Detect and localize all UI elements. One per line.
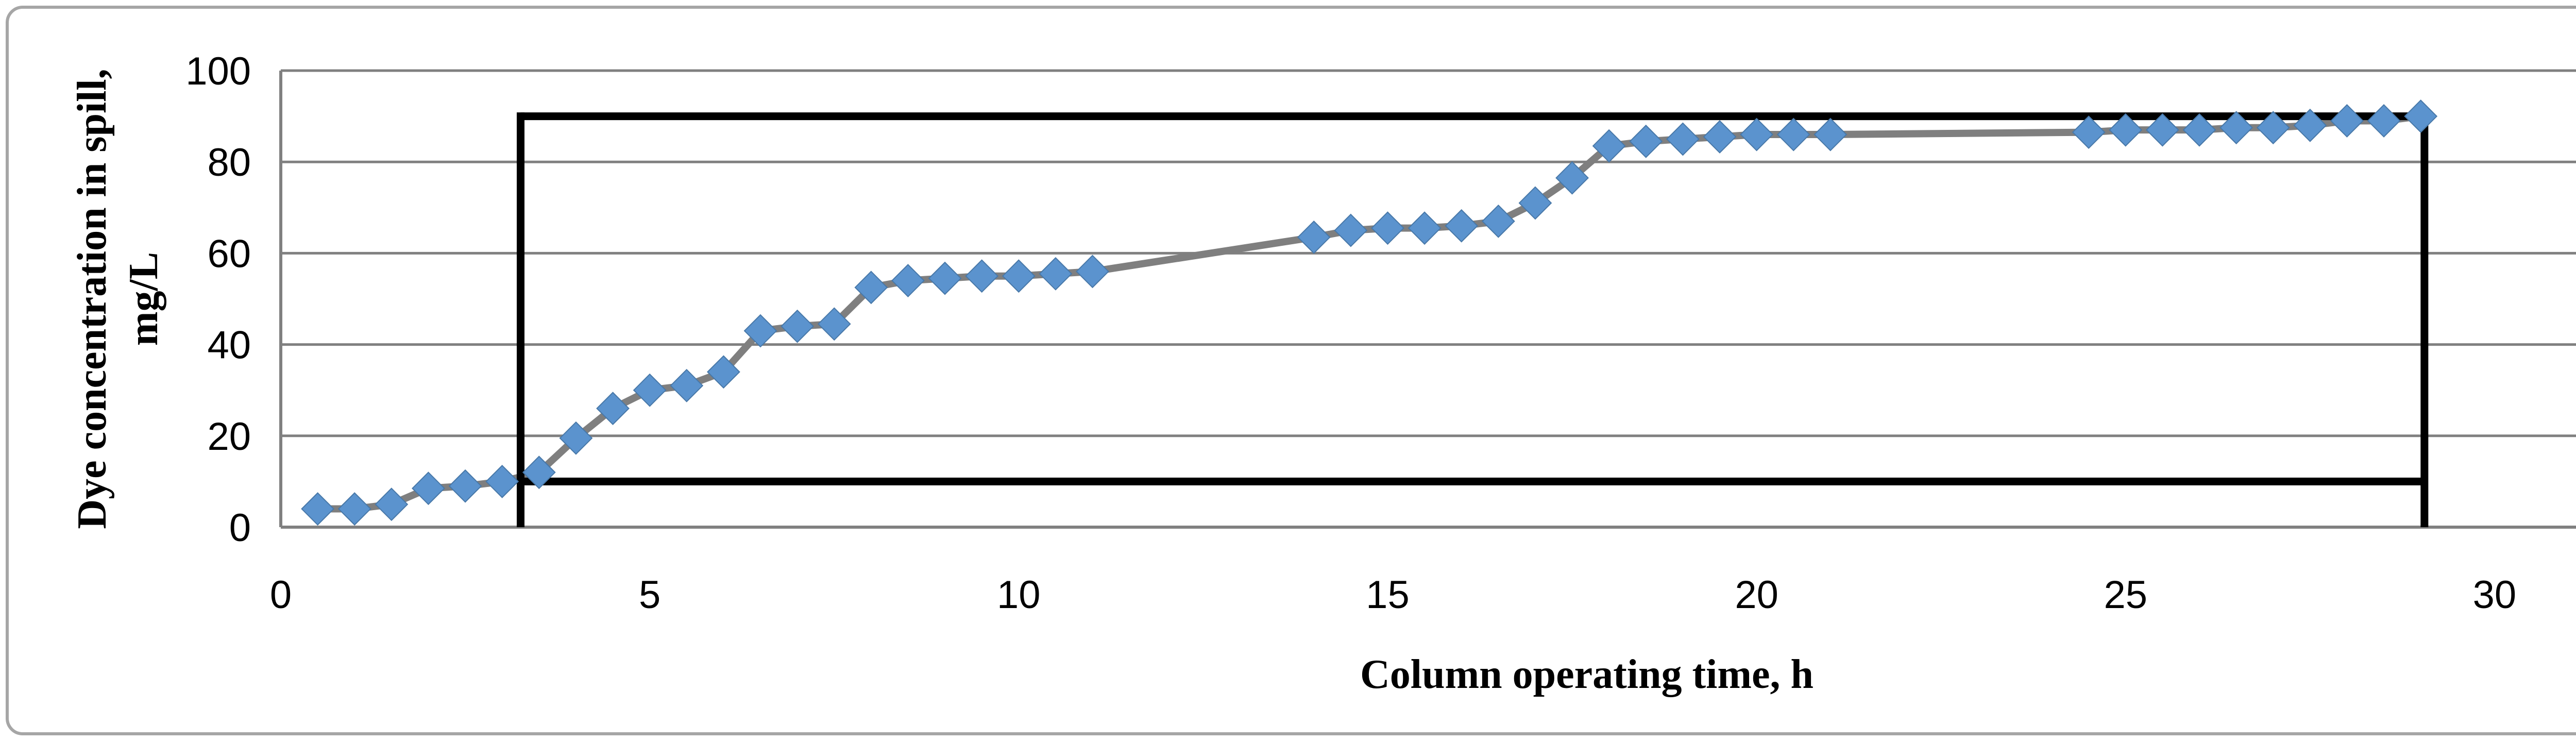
y-tick-label-40: 40 (207, 324, 251, 367)
data-point-marker (1629, 124, 1663, 158)
data-point-marker (2293, 108, 2327, 142)
data-point-marker (2330, 104, 2364, 138)
data-point-marker (1481, 204, 1515, 238)
x-tick-label-10: 10 (997, 573, 1041, 617)
data-point-marker (1445, 209, 1479, 243)
y-tick-label-0: 0 (229, 506, 251, 550)
data-point-marker (1408, 211, 1442, 245)
data-point-marker (1371, 211, 1404, 245)
y-tick-label-80: 80 (207, 141, 251, 184)
data-point-marker (485, 464, 519, 498)
data-point-marker (817, 307, 851, 341)
y-tick-label-100: 100 (185, 49, 251, 93)
data-point-marker (928, 261, 962, 295)
data-point-marker (1740, 117, 1774, 151)
x-tick-label-20: 20 (1735, 573, 1778, 617)
y-tick-label-20: 20 (207, 415, 251, 459)
data-point-marker (854, 271, 888, 305)
data-point-marker (522, 456, 556, 490)
annotation-rectangle (516, 112, 2429, 527)
chart-border (6, 6, 2576, 735)
data-point-marker (448, 469, 482, 503)
y-axis-title-line1: Dye concentration in spill, (70, 69, 115, 529)
data-point-marker (1776, 117, 1810, 151)
data-point-marker (1297, 220, 1331, 254)
data-point-marker (375, 487, 409, 521)
data-point-marker (743, 314, 777, 348)
data-point-marker (1592, 129, 1626, 163)
data-point-marker (1666, 122, 1700, 156)
data-point-marker (633, 373, 667, 407)
data-point-marker (1518, 186, 1552, 220)
data-point-marker (781, 309, 815, 343)
data-point-marker (2109, 113, 2143, 147)
data-point-marker (2182, 113, 2216, 147)
data-point-marker (412, 471, 445, 506)
data-point-marker (2404, 99, 2438, 133)
data-point-marker (1076, 255, 1109, 289)
data-point-marker (1814, 117, 1848, 151)
data-point-marker (2072, 115, 2106, 149)
x-tick-label-30: 30 (2473, 573, 2517, 617)
x-tick-label-25: 25 (2104, 573, 2147, 617)
data-point-marker (1703, 120, 1737, 154)
data-point-marker (301, 492, 335, 526)
data-point-marker (670, 368, 704, 402)
data-point-marker (2145, 113, 2179, 147)
x-axis-title: Column operating time, h (1360, 652, 1814, 697)
data-point-marker (965, 259, 999, 293)
x-tick-label-0: 0 (270, 573, 292, 617)
data-point-marker (1334, 213, 1368, 247)
data-point-marker (2219, 111, 2253, 145)
data-point-marker (2367, 104, 2401, 138)
axes-group (279, 71, 2576, 529)
y-axis-tick-labels: 0 20 40 60 80 100 (185, 49, 251, 550)
x-axis-tick-labels: 05101520253035 (270, 573, 2517, 617)
data-point-marker (1002, 259, 1036, 293)
y-tick-label-60: 60 (207, 232, 251, 276)
x-tick-label-15: 15 (1366, 573, 1410, 617)
data-point-marker (1039, 257, 1073, 291)
data-point-marker (596, 392, 630, 426)
data-point-marker (706, 355, 740, 389)
data-point-marker (2256, 111, 2290, 145)
y-axis-title-line2: mg/L (121, 252, 166, 346)
data-point-marker (1555, 161, 1589, 195)
x-tick-label-5: 5 (639, 573, 660, 617)
data-point-marker (337, 492, 371, 526)
data-markers-group (301, 99, 2438, 526)
data-point-marker (891, 264, 925, 297)
data-point-marker (559, 421, 593, 455)
